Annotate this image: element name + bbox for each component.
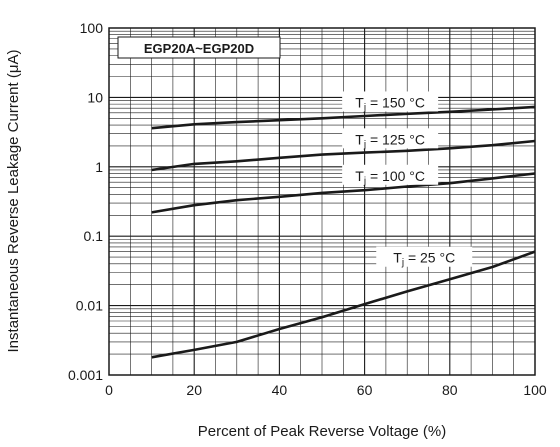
y-tick-label: 0.01 (76, 298, 103, 314)
series-lines (151, 105, 536, 359)
series-label-bg (376, 246, 473, 267)
y-tick-label: 0.1 (84, 228, 104, 244)
series-label: Tj = 125 °C (342, 128, 439, 150)
series-label-text: Tj = 150 °C (355, 94, 425, 113)
y-tick-label: 1 (95, 159, 103, 175)
y-tick-label: 0.001 (68, 367, 103, 383)
series-line (151, 139, 536, 172)
product-label: EGP20A~EGP20D (144, 41, 254, 56)
series-label: Tj = 150 °C (342, 91, 439, 113)
x-tick-label: 40 (272, 382, 288, 398)
x-tick-label: 100 (523, 382, 547, 398)
series-label: Tj = 100 °C (342, 164, 439, 187)
grid (109, 28, 535, 375)
series-line (151, 105, 536, 130)
x-axis-label: Percent of Peak Reverse Voltage (%) (198, 423, 446, 440)
y-tick-label: 10 (87, 89, 103, 105)
x-tick-label: 20 (186, 382, 202, 398)
series-line (151, 250, 536, 359)
x-tick-label: 60 (357, 382, 373, 398)
x-tick-label: 80 (442, 382, 458, 398)
tick-labels: 0 20 40 60 80 100 0.001 0.01 0.1 1 10 100 (68, 20, 547, 398)
series-line (151, 172, 536, 214)
x-tick-label: 0 (105, 382, 113, 398)
series-labels: Tj = 150 °C Tj = 125 °C Tj = 100 °C Tj = 25… (342, 91, 473, 269)
y-axis-label: Instantaneous Reverse Leakage Current (μ… (5, 50, 22, 353)
series-label-text: Tj = 25 °C (393, 250, 455, 269)
series-label-text: Tj = 100 °C (355, 168, 425, 187)
series-label: Tj = 25 °C (376, 246, 473, 269)
series-label-text: Tj = 125 °C (355, 131, 425, 150)
plot-frame (108, 27, 536, 376)
product-label-box: EGP20A~EGP20D (117, 36, 281, 59)
series-label-bg (342, 91, 439, 112)
series-label-bg (342, 128, 439, 149)
series-label-bg (342, 164, 439, 185)
y-tick-label: 100 (80, 20, 104, 36)
